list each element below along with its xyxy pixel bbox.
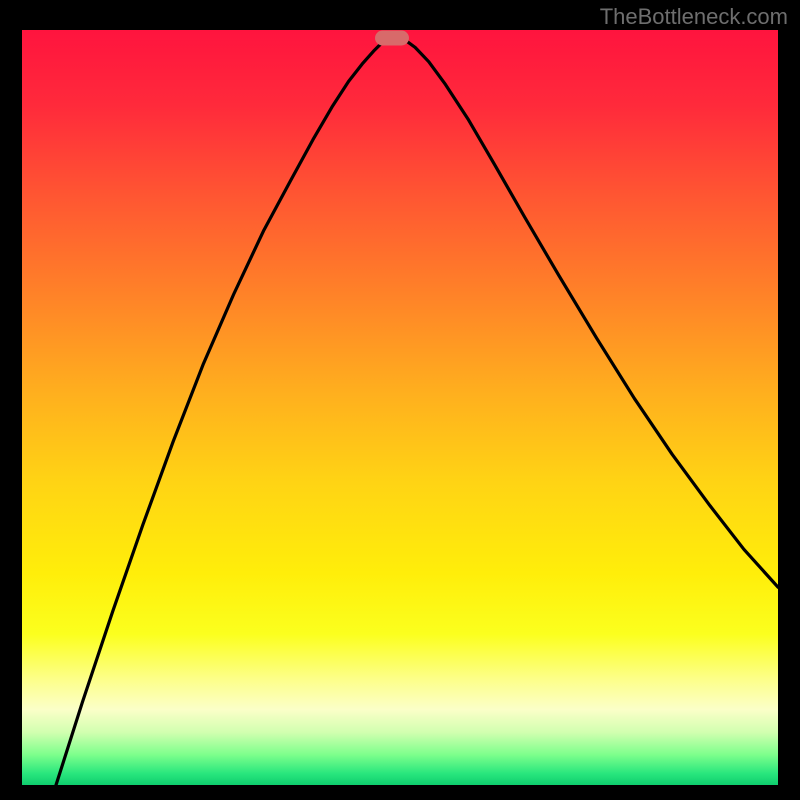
bottleneck-curve bbox=[22, 30, 778, 785]
minimum-marker bbox=[375, 30, 409, 45]
watermark-text: TheBottleneck.com bbox=[600, 4, 788, 30]
plot-area bbox=[22, 30, 778, 785]
chart-container: TheBottleneck.com bbox=[0, 0, 800, 800]
